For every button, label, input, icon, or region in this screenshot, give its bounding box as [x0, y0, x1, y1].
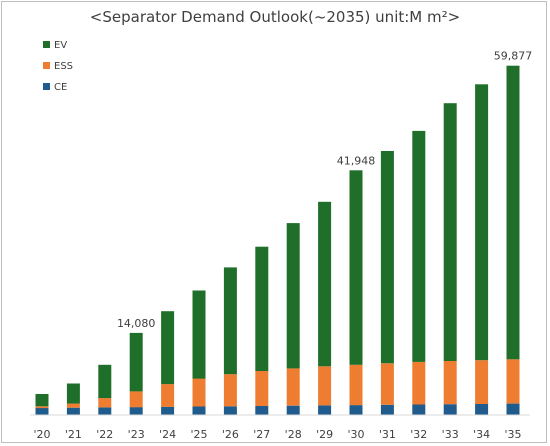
- bar-ev-7: [255, 246, 269, 371]
- bar-ess-2: [98, 398, 112, 408]
- bar-ce-12: [412, 404, 426, 415]
- bar-ce-13: [443, 404, 457, 415]
- chart-title: <Separator Demand Outlook(~2035) unit:M …: [89, 8, 461, 26]
- bar-ce-0: [35, 408, 49, 415]
- x-tick-label: '24: [159, 428, 176, 441]
- x-tick-label: '28: [285, 428, 302, 441]
- x-tick-label: '27: [253, 428, 270, 441]
- bar-ess-13: [443, 361, 457, 405]
- x-tick-label: '34: [473, 428, 490, 441]
- bar-ce-4: [161, 406, 175, 415]
- bar-ce-11: [380, 404, 394, 415]
- legend-swatch-ev: [43, 41, 50, 48]
- bar-ess-12: [412, 361, 426, 405]
- bar-ess-3: [129, 391, 143, 408]
- bar-ess-11: [380, 363, 394, 405]
- x-tick-label: '32: [410, 428, 427, 441]
- data-label: 41,948: [337, 154, 376, 167]
- bar-ce-1: [66, 407, 80, 415]
- x-tick-label: '20: [33, 428, 50, 441]
- bar-ev-15: [506, 65, 520, 360]
- bar-ess-5: [192, 378, 206, 407]
- x-tick-label: '23: [128, 428, 145, 441]
- x-tick-label: '29: [316, 428, 333, 441]
- x-tick-label: '31: [379, 428, 396, 441]
- legend-label-ev: EV: [54, 40, 67, 51]
- bar-ev-11: [380, 151, 394, 364]
- x-tick-label: '21: [65, 428, 82, 441]
- bar-ce-3: [129, 407, 143, 415]
- legend-label-ce: CE: [54, 82, 67, 93]
- bar-ce-6: [223, 406, 237, 416]
- bar-ce-15: [506, 403, 520, 415]
- bar-ess-1: [66, 403, 80, 408]
- x-tick-label: '35: [504, 428, 521, 441]
- x-tick-label: '25: [190, 428, 207, 441]
- legend-swatch-ess: [43, 62, 50, 69]
- bar-ev-6: [223, 267, 237, 375]
- bar-ess-9: [318, 366, 332, 406]
- bar-ev-5: [192, 290, 206, 379]
- x-tick-labels: '20 '21 '22 '23 '24 '25 '26 '27 '28 '29 '30 '31 '32 '…: [33, 428, 521, 441]
- legend: EV ESS CE: [43, 40, 73, 93]
- data-label: 14,080: [117, 317, 156, 330]
- bar-ce-7: [255, 406, 269, 415]
- bar-ev-0: [35, 394, 49, 407]
- bar-ess-4: [161, 384, 175, 407]
- bar-ev-12: [412, 130, 426, 362]
- bar-ce-2: [98, 407, 112, 415]
- bar-ess-10: [349, 364, 363, 406]
- bar-ev-13: [443, 103, 457, 361]
- bar-ess-0: [35, 406, 49, 409]
- bar-ess-14: [475, 360, 489, 404]
- data-label: 59,877: [494, 50, 533, 63]
- bar-ess-15: [506, 359, 520, 404]
- bar-ev-10: [349, 170, 363, 365]
- bar-ce-5: [192, 406, 206, 415]
- bar-ev-3: [129, 332, 143, 392]
- bars: [35, 65, 520, 416]
- bar-ev-2: [98, 364, 112, 399]
- data-labels: 14,080 41,948 59,877: [117, 50, 532, 330]
- x-tick-label: '30: [347, 428, 364, 441]
- legend-label-ess: ESS: [54, 61, 73, 72]
- bar-ev-4: [161, 311, 175, 385]
- x-tick-label: '33: [442, 428, 459, 441]
- bar-ess-6: [223, 374, 237, 407]
- bar-ev-14: [475, 84, 489, 361]
- x-tick-label: '26: [222, 428, 239, 441]
- bar-ce-9: [318, 405, 332, 415]
- bar-ce-8: [286, 405, 300, 415]
- x-tick-label: '22: [96, 428, 113, 441]
- bar-ess-7: [255, 371, 269, 406]
- bar-ce-14: [475, 403, 489, 415]
- bar-ess-8: [286, 368, 300, 406]
- legend-swatch-ce: [43, 83, 50, 90]
- bar-ce-10: [349, 405, 363, 415]
- bar-ev-8: [286, 223, 300, 369]
- bar-ev-1: [66, 383, 80, 404]
- bar-ev-9: [318, 201, 332, 367]
